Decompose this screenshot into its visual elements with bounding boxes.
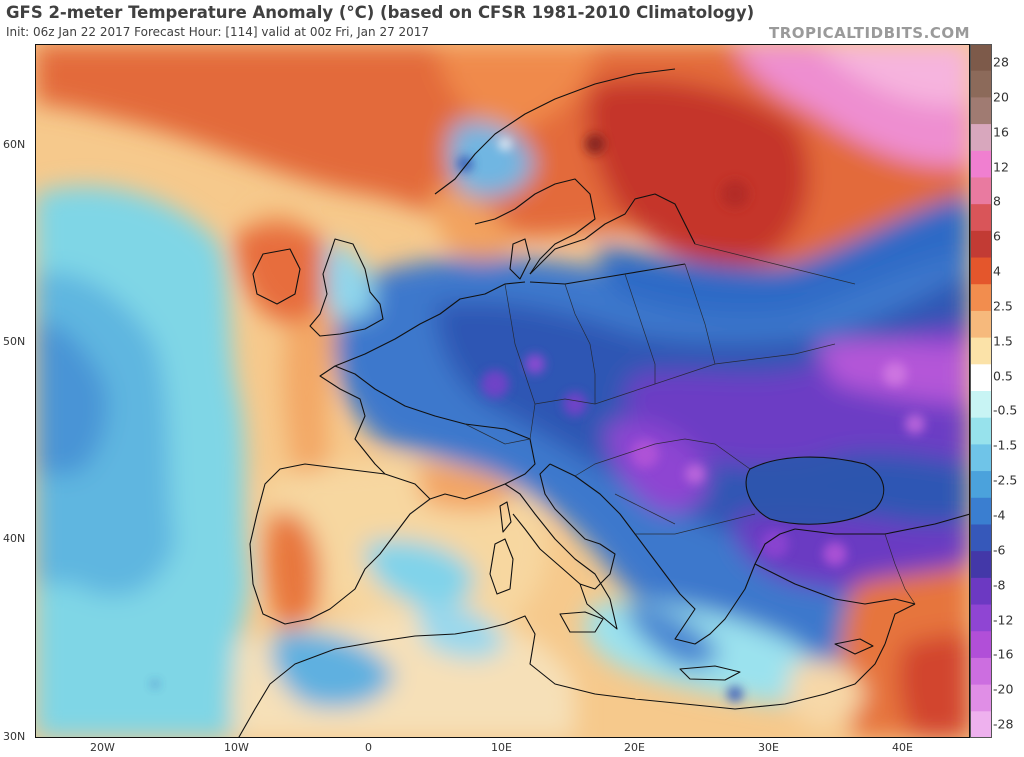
coastline-iberia bbox=[249, 463, 431, 625]
map-subtitle: Init: 06z Jan 22 2017 Forecast Hour: [11… bbox=[6, 25, 430, 39]
colorbar-swatch bbox=[970, 230, 992, 259]
colorbar-label: -0.5 bbox=[993, 402, 1018, 418]
colorbar-swatch bbox=[970, 124, 992, 152]
lon-label-10e: 10E bbox=[491, 741, 512, 754]
lon-label-0: 0 bbox=[365, 741, 372, 754]
coastline-italy bbox=[504, 463, 618, 630]
colorbar-label: 0.5 bbox=[993, 368, 1013, 384]
colorbar bbox=[970, 44, 992, 738]
map-frame bbox=[35, 44, 970, 738]
lon-label-20w: 20W bbox=[90, 741, 115, 754]
lon-label-40e: 40E bbox=[892, 741, 913, 754]
coastline-balkans bbox=[549, 463, 796, 645]
colorbar-label: -6 bbox=[993, 542, 1006, 558]
colorbar-label: -4 bbox=[993, 507, 1006, 523]
colorbar-labels: 28 20 16 12 8 6 4 2.5 1.5 0.5 -0.5 -1.5 -2.5 -4 -6 -8 -1… bbox=[993, 44, 1024, 738]
colorbar-swatch bbox=[970, 631, 992, 659]
colorbar-swatch bbox=[970, 97, 992, 125]
colorbar-swatch bbox=[970, 684, 992, 712]
colorbar-label: -16 bbox=[993, 646, 1014, 662]
colorbar-swatch bbox=[970, 417, 992, 445]
colorbar-label: -12 bbox=[993, 612, 1014, 627]
colorbar-label: -20 bbox=[993, 681, 1014, 697]
colorbar-swatch bbox=[970, 70, 992, 98]
colorbar-label: -1.5 bbox=[993, 437, 1018, 453]
coastline-north-africa bbox=[237, 615, 886, 738]
lat-label-60: 60N bbox=[3, 138, 26, 151]
colorbar-swatch bbox=[970, 204, 992, 232]
coastline-ireland bbox=[252, 248, 301, 305]
colorbar-swatch bbox=[970, 657, 992, 686]
colorbar-swatch bbox=[970, 604, 992, 632]
colorbar-swatch bbox=[970, 711, 992, 738]
colorbar-swatch bbox=[970, 551, 992, 579]
colorbar-swatch bbox=[970, 310, 992, 339]
colorbar-swatch bbox=[970, 257, 992, 285]
colorbar-label: -28 bbox=[993, 716, 1014, 732]
colorbar-swatch bbox=[970, 44, 992, 72]
colorbar-swatch bbox=[970, 177, 992, 205]
colorbar-label: 6 bbox=[993, 228, 1001, 244]
colorbar-label: 12 bbox=[993, 159, 1009, 174]
colorbar-swatch bbox=[970, 364, 992, 392]
colorbar-label: 28 bbox=[993, 54, 1009, 70]
colorbar-label: -2.5 bbox=[993, 472, 1018, 488]
colorbar-swatch bbox=[970, 284, 992, 312]
lat-label-40: 40N bbox=[3, 532, 26, 545]
lon-label-20e: 20E bbox=[624, 741, 645, 754]
coastline-great-britain bbox=[309, 238, 384, 337]
lon-label-30e: 30E bbox=[758, 741, 779, 754]
colorbar-swatch bbox=[970, 524, 992, 552]
colorbar-label: 20 bbox=[993, 89, 1009, 105]
lat-label-30: 30N bbox=[3, 730, 26, 743]
coastline-scandinavia bbox=[434, 68, 676, 275]
lon-label-10w: 10W bbox=[224, 741, 249, 754]
map-title: GFS 2-meter Temperature Anomaly (°C) (ba… bbox=[6, 3, 755, 22]
colorbar-label: 16 bbox=[993, 124, 1009, 140]
colorbar-label: 2.5 bbox=[993, 298, 1013, 314]
colorbar-border bbox=[970, 44, 992, 738]
colorbar-swatch bbox=[970, 497, 992, 525]
colorbar-swatch bbox=[970, 150, 992, 178]
colorbar-swatch bbox=[970, 391, 992, 419]
colorbar-label: 4 bbox=[993, 263, 1001, 279]
lat-label-50: 50N bbox=[3, 335, 26, 348]
colorbar-swatch bbox=[970, 444, 992, 472]
coastline-black-sea bbox=[745, 456, 885, 525]
colorbar-label: 1.5 bbox=[993, 333, 1013, 349]
site-credit: TROPICALTIDBITS.COM bbox=[769, 24, 970, 42]
coastline-france bbox=[319, 365, 536, 500]
black-sea bbox=[746, 457, 884, 525]
temperature-anomaly-map bbox=[35, 44, 970, 738]
colorbar-swatch bbox=[970, 337, 992, 365]
colorbar-swatch bbox=[970, 471, 992, 499]
colorbar-label: 8 bbox=[993, 193, 1001, 209]
colorbar-swatch bbox=[970, 577, 992, 606]
colorbar-label: -8 bbox=[993, 577, 1006, 593]
